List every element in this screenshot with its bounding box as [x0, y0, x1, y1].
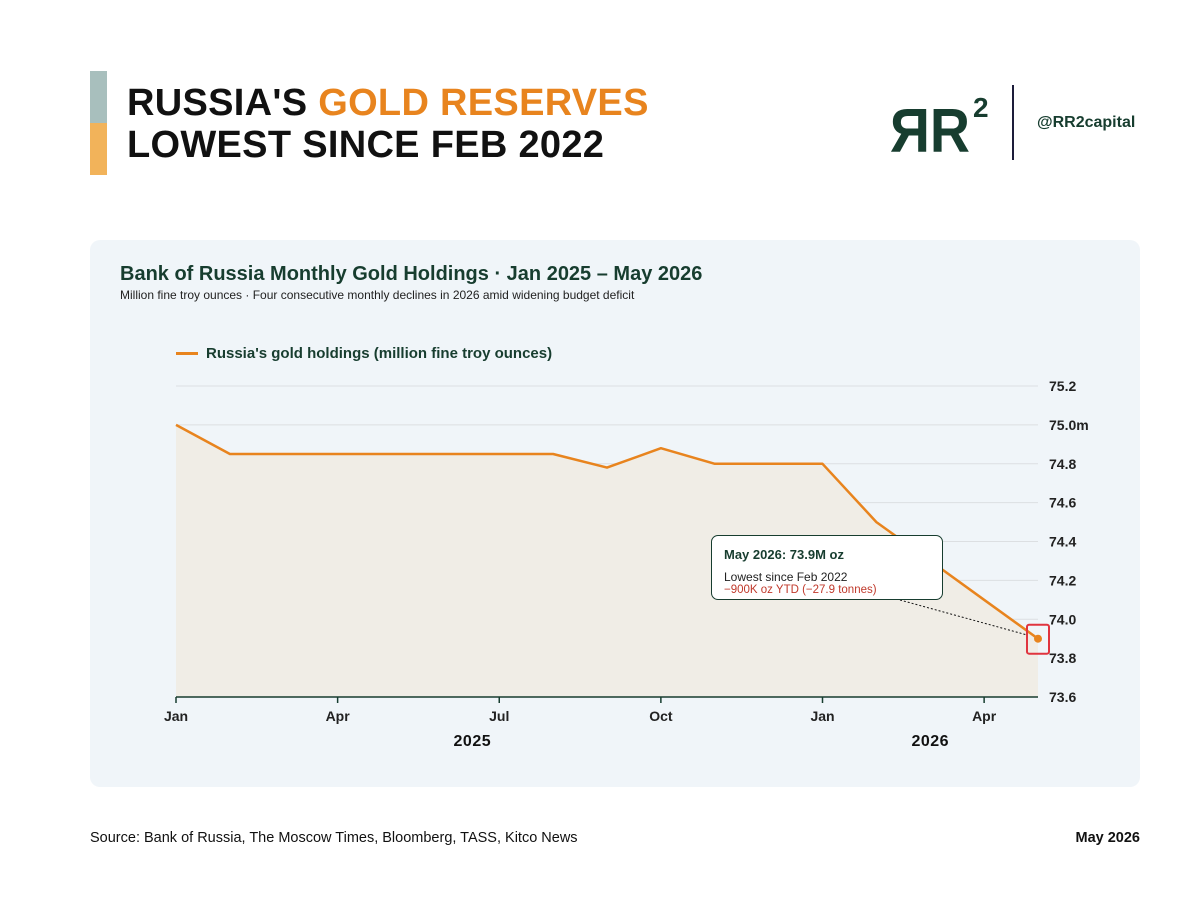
legend-swatch [176, 352, 198, 355]
title-prefix: RUSSIA'S [127, 82, 319, 124]
title-line-2: LOWEST SINCE FEB 2022 [127, 124, 605, 166]
y-tick-label: 75.2 [1049, 378, 1076, 394]
legend-label: Russia's gold holdings (million fine tro… [206, 345, 553, 362]
chart-title: Bank of Russia Monthly Gold Holdings · J… [120, 263, 703, 285]
accent-bar-bottom [90, 123, 107, 175]
x-tick-label: Apr [326, 708, 351, 724]
y-tick-label: 74.6 [1049, 495, 1076, 511]
accent-bar [90, 71, 107, 175]
publish-date: May 2026 [1075, 830, 1141, 846]
x-tick-label: Jan [810, 708, 834, 724]
latest-point-highlight [1026, 623, 1050, 655]
y-tick-label: 74.8 [1049, 456, 1076, 472]
y-tick-label: 74.0 [1049, 611, 1076, 627]
y-tick-label: 75.0m [1049, 417, 1089, 433]
social-handle[interactable]: @RR2capital [1037, 114, 1136, 131]
chart-subtitle: Million fine troy ounces · Four consecut… [120, 288, 635, 302]
callout-ytd-change: −900K oz YTD (−27.9 tonnes) [724, 584, 877, 596]
source-note: Source: Bank of Russia, The Moscow Times… [90, 830, 578, 846]
x-year-label: 2025 [454, 733, 492, 750]
callout-leader-line [899, 599, 1027, 636]
annotation-callout: May 2026: 73.9M oz Lowest since Feb 2022… [711, 535, 943, 600]
x-year-label: 2026 [911, 733, 949, 750]
logo-divider [1012, 85, 1014, 160]
y-tick-label: 73.8 [1049, 650, 1076, 666]
x-axis: Jan Apr Jul Oct Jan Apr 2025 2026 [164, 696, 1038, 750]
y-tick-label: 73.6 [1049, 689, 1076, 705]
accent-bar-top [90, 71, 107, 123]
page-title: RUSSIA'S GOLD RESERVES LOWEST SINCE FEB … [127, 82, 649, 166]
y-tick-label: 74.4 [1049, 534, 1076, 550]
area-fill [176, 424, 1038, 697]
x-tick-label: Apr [972, 708, 997, 724]
y-axis-ticks: 75.2 75.0m 74.8 74.6 74.4 74.2 74.0 73.8 73.6 [1049, 378, 1089, 705]
callout-detail: Lowest since Feb 2022 [724, 570, 848, 584]
title-highlight: GOLD RESERVES [318, 82, 649, 124]
x-tick-label: Jan [164, 708, 188, 724]
logo-superscript: 2 [973, 92, 989, 123]
latest-point-marker [1034, 634, 1042, 643]
rr2-logo: ЯR 2 [890, 92, 989, 156]
logo-text: ЯR [890, 97, 970, 156]
callout-title: May 2026: 73.9M oz [724, 547, 844, 562]
x-tick-label: Jul [489, 708, 509, 724]
title-line-1: RUSSIA'S GOLD RESERVES [127, 82, 649, 124]
y-tick-label: 74.2 [1049, 572, 1076, 588]
x-tick-label: Oct [649, 708, 673, 724]
chart-legend: Russia's gold holdings (million fine tro… [176, 345, 552, 362]
